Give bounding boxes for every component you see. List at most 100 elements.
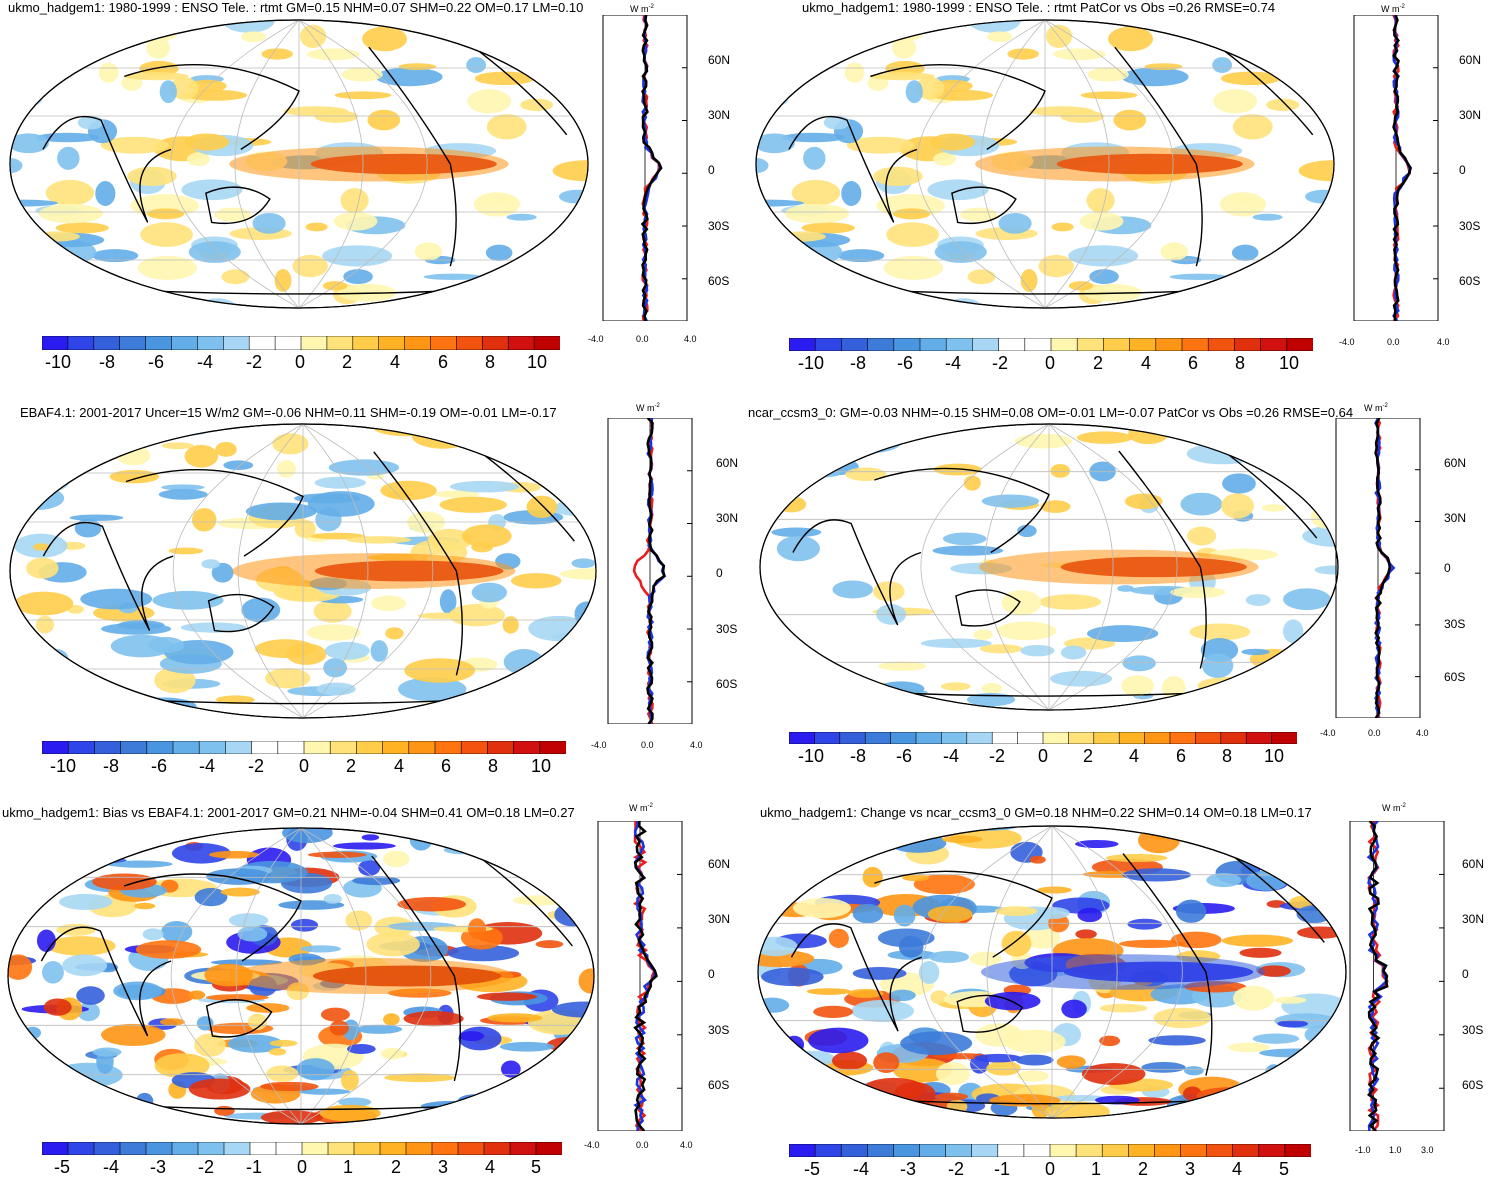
colorbar-swatch <box>789 732 816 744</box>
colorbar-swatch <box>67 336 95 350</box>
colorbar-swatch <box>378 336 406 350</box>
colorbar-label: -10 <box>797 353 825 373</box>
lat-label: 60S <box>716 677 738 691</box>
panel-title: EBAF4.1: 2001-2017 Uncer=15 W/m2 GM=-0.0… <box>20 405 557 420</box>
colorbar-swatch <box>172 741 201 754</box>
panel-title: ukmo_hadgem1: 1980-1999 : ENSO Tele. : r… <box>8 0 584 15</box>
colorbar-swatch <box>1101 1144 1130 1157</box>
colorbar-swatch <box>145 1142 173 1155</box>
colorbar-label: 0 <box>298 756 310 776</box>
colorbar-label: -3 <box>899 1159 917 1179</box>
colorbar-swatch <box>300 336 328 350</box>
colorbar-swatch <box>42 741 70 754</box>
colorbar-swatch <box>145 336 173 350</box>
lat-label: 30S <box>1459 219 1481 233</box>
x-tick: 4.0 <box>680 1140 693 1150</box>
colorbar-swatch <box>945 1144 973 1157</box>
colorbar-label: -8 <box>102 756 120 776</box>
colorbar-swatch <box>146 741 174 754</box>
panel-title: ukmo_hadgem1: 1980-1999 : ENSO Tele. : r… <box>802 0 1276 15</box>
lat-label: 0 <box>1459 163 1466 177</box>
lat-label: 30S <box>708 1023 730 1037</box>
colorbar-swatch <box>277 741 305 754</box>
colorbar-label: 2 <box>1137 1159 1149 1179</box>
colorbar-swatch <box>1155 338 1183 351</box>
x-tick: 0.0 <box>1368 728 1381 738</box>
colorbar-swatch <box>789 1144 816 1157</box>
colorbar-label: 8 <box>1221 746 1233 766</box>
lat-label: 0 <box>1462 967 1469 981</box>
lat-label: 0 <box>708 163 715 177</box>
lat-label: 60S <box>1462 1078 1484 1092</box>
colorbar-swatch <box>1180 1144 1208 1157</box>
colorbar-label: -4 <box>852 1159 870 1179</box>
colorbar-label: 0 <box>294 352 306 372</box>
colorbar-label: 10 <box>1263 746 1285 766</box>
colorbar-label: -6 <box>147 352 165 372</box>
lat-label: 30N <box>716 511 739 525</box>
world-map <box>755 19 1335 309</box>
colorbar-swatch <box>460 741 489 754</box>
panel-5: ukmo_hadgem1: Bias vs EBAF4.1: 2001-2017… <box>0 795 744 1177</box>
colorbar-swatch <box>1075 1144 1104 1157</box>
colorbar-label: -8 <box>849 353 867 373</box>
colorbar-swatch <box>864 732 892 744</box>
colorbar-swatch <box>867 1144 895 1157</box>
units-label: W m-2 <box>1381 4 1405 14</box>
lat-label: 60S <box>1444 670 1466 684</box>
colorbar-swatch <box>303 741 332 754</box>
zonal-mean-plot <box>602 15 688 321</box>
colorbar-swatch <box>513 741 541 754</box>
colorbar-swatch <box>356 741 384 754</box>
colorbar-swatch <box>42 1142 69 1155</box>
lat-label: 30N <box>708 912 731 926</box>
colorbar-label: 2 <box>390 1157 402 1177</box>
zonal-mean-plot <box>607 418 693 724</box>
colorbar-swatch <box>1271 732 1297 744</box>
colorbar <box>42 741 566 754</box>
colorbar-label: 4 <box>1140 353 1152 373</box>
x-tick: 4.0 <box>1437 337 1450 347</box>
colorbar-swatch <box>1068 732 1095 744</box>
panel-2: ukmo_hadgem1: 1980-1999 : ENSO Tele. : r… <box>744 0 1489 385</box>
colorbar-swatch <box>457 1142 485 1155</box>
colorbar-label: -5 <box>53 1157 71 1177</box>
colorbar-swatch <box>1258 1144 1286 1157</box>
colorbar-swatch <box>789 338 817 351</box>
x-tick: 0.0 <box>641 740 654 750</box>
colorbar-swatch <box>120 741 148 754</box>
colorbar-label: -2 <box>988 746 1006 766</box>
colorbar-label: 10 <box>526 352 548 372</box>
colorbar-swatch <box>991 732 1019 744</box>
zonal-series-line <box>633 821 658 1131</box>
panel-1: ukmo_hadgem1: 1980-1999 : ENSO Tele. : r… <box>0 0 744 385</box>
x-tick: 0.0 <box>636 1140 649 1150</box>
colorbar-swatch <box>890 732 917 744</box>
x-tick: -1.0 <box>1355 1145 1371 1155</box>
colorbar-swatch <box>42 336 69 350</box>
lat-label: 30N <box>1462 912 1485 926</box>
colorbar-swatch <box>972 338 1000 351</box>
colorbar-label: -4 <box>942 746 960 766</box>
zonal-series-line <box>640 15 663 321</box>
colorbar-swatch <box>1154 1144 1182 1157</box>
colorbar-label: 2 <box>341 352 353 372</box>
lat-label: 60N <box>1459 53 1482 67</box>
colorbar-label: -3 <box>149 1157 167 1177</box>
colorbar-label: -2 <box>197 1157 215 1177</box>
colorbar-swatch <box>94 741 122 754</box>
colorbar <box>789 338 1313 351</box>
colorbar-swatch <box>1206 1144 1234 1157</box>
colorbar-label: 1 <box>342 1157 354 1177</box>
colorbar-swatch <box>997 1144 1025 1157</box>
colorbar-swatch <box>1144 732 1171 744</box>
colorbar-swatch <box>893 338 921 351</box>
colorbar-swatch <box>487 741 515 754</box>
colorbar-swatch <box>535 1142 562 1155</box>
colorbar-swatch <box>1050 338 1079 351</box>
colorbar-swatch <box>971 1144 999 1157</box>
colorbar-swatch <box>1103 338 1131 351</box>
colorbar-swatch <box>839 732 866 744</box>
colorbar-swatch <box>67 1142 95 1155</box>
x-tick: 3.0 <box>1421 1145 1434 1155</box>
